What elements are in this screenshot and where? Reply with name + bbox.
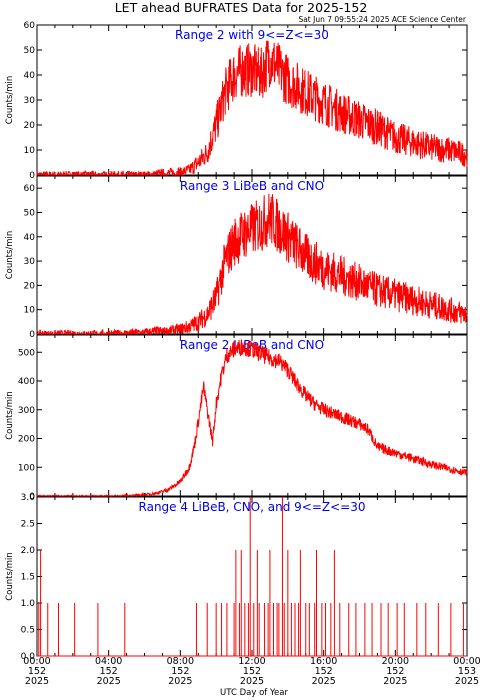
panels: 0 10 20 30 40 50 60 Counts/min Range 2 with 9<=Z… [5, 21, 468, 662]
y-tick-label: 50 [24, 208, 36, 218]
y-tick-label: 30 [24, 96, 36, 106]
y-tick-label: 30 [24, 257, 36, 267]
y-tick-label: 2.5 [21, 520, 35, 530]
x-tick-label: 00:00 [453, 656, 480, 667]
panel-2: 0 10 20 30 40 50 60 Counts/min Range 3 LiBeB and… [5, 175, 468, 340]
panel-annotation: Range 4 LiBeB, CNO, and 9<=Z<=30 [139, 500, 366, 514]
y-axis-label: Counts/min [5, 391, 15, 440]
x-tick-label: 2025 [240, 676, 264, 687]
x-tick-label: 12:00 [238, 656, 265, 667]
y-tick-label: 0 [29, 171, 35, 181]
y-tick-label: 60 [24, 21, 36, 31]
y-axis-label: Counts/min [5, 231, 15, 280]
y-tick-label: 100 [18, 463, 35, 473]
panel-annotation: Range 3 LiBeB and CNO [180, 179, 324, 193]
y-tick-label: 20 [24, 281, 36, 291]
y-tick-label: 60 [24, 184, 36, 194]
y-tick-label: 10 [24, 306, 36, 316]
y-tick-label: 0.5 [21, 626, 35, 636]
y-tick-label: 400 [18, 377, 35, 387]
x-axis-labels: 00:00152202504:00152202508:00152202512:0… [23, 656, 480, 687]
y-tick-label: 200 [18, 435, 35, 445]
x-tick-label: 2025 [312, 676, 336, 687]
y-tick-label: 3.0 [21, 493, 36, 503]
y-tick-label: 20 [24, 121, 36, 131]
series-line [36, 339, 468, 498]
y-tick-label: 10 [24, 146, 36, 156]
chart-title: LET ahead BUFRATES Data for 2025-152 [115, 0, 368, 15]
panel-annotation: Range 2 with 9<=Z<=30 [175, 28, 329, 42]
x-tick-label: 2025 [383, 676, 407, 687]
series-line [36, 193, 468, 336]
y-tick-label: 40 [24, 233, 36, 243]
x-tick-label: 08:00 [167, 656, 194, 667]
y-tick-label: 0.0 [21, 652, 36, 662]
x-tick-label: 2025 [97, 676, 121, 687]
panel-frame [36, 334, 468, 497]
x-tick-label: 2025 [25, 676, 49, 687]
y-tick-label: 500 [18, 348, 35, 358]
y-tick-label: 1.5 [21, 573, 35, 583]
x-tick-label: 00:00 [23, 656, 50, 667]
y-tick-label: 2.0 [21, 546, 36, 556]
panel-frame [36, 24, 468, 176]
panel-frame [36, 175, 468, 335]
panel-frame [36, 496, 468, 657]
x-tick-label: 152 [243, 666, 261, 677]
x-tick-label: 2025 [168, 676, 192, 687]
x-tick-label: 04:00 [95, 656, 122, 667]
y-tick-label: 300 [18, 406, 35, 416]
y-tick-label: 50 [24, 46, 36, 56]
y-axis-label: Counts/min [5, 76, 15, 125]
x-tick-label: 20:00 [382, 656, 409, 667]
x-tick-label: 152 [100, 666, 118, 677]
panel-1: 0 10 20 30 40 50 60 Counts/min Range 2 with 9<=Z… [5, 21, 468, 181]
x-tick-label: 16:00 [310, 656, 337, 667]
y-tick-label: 0 [29, 330, 35, 340]
x-tick-label: 2025 [455, 676, 479, 687]
x-tick-label: 153 [458, 666, 476, 677]
x-tick-label: 152 [315, 666, 333, 677]
y-tick-label: 1.0 [21, 599, 36, 609]
y-tick-label: 0 [29, 492, 35, 502]
y-axis-label: Counts/min [5, 552, 15, 601]
x-tick-label: 152 [171, 666, 189, 677]
x-axis-title: UTC Day of Year [220, 688, 288, 698]
series-line [36, 40, 468, 177]
y-tick-label: 40 [24, 71, 36, 81]
x-tick-label: 152 [28, 666, 46, 677]
x-tick-label: 152 [386, 666, 404, 677]
panel-4: 0.0 0.5 1.0 1.5 2.0 2.5 3.0 Counts/min Range 4 L… [5, 493, 468, 662]
timestamp: Sat Jun 7 09:55:24 2025 ACE Science Cent… [298, 15, 466, 24]
